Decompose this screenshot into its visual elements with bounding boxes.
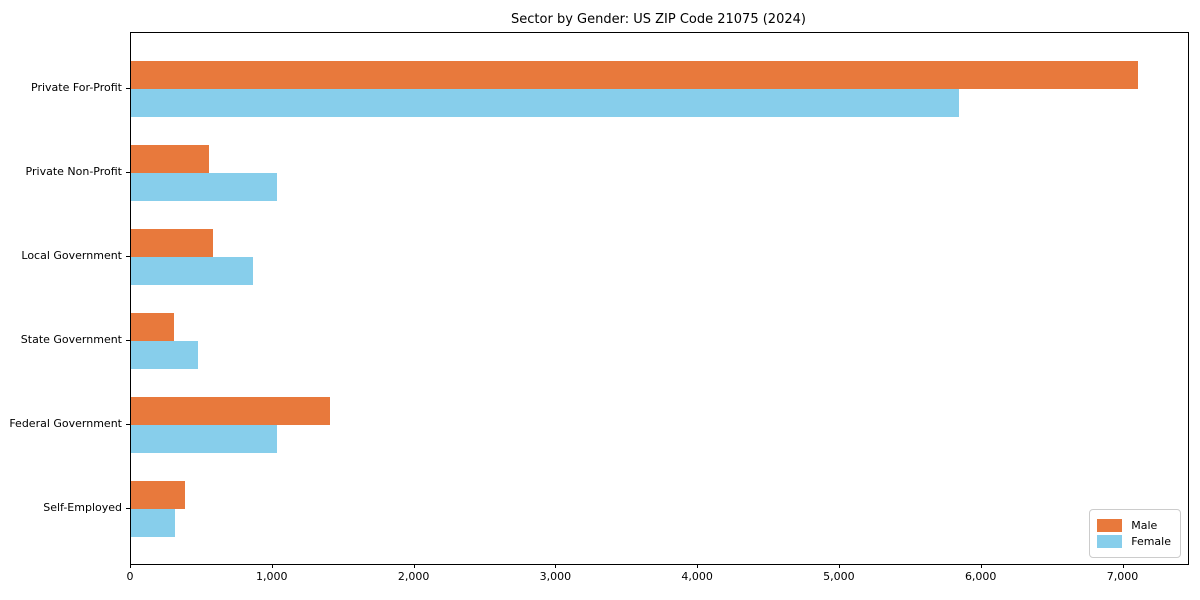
- x-tick-label: 7,000: [1106, 570, 1139, 583]
- y-tick: [126, 424, 130, 425]
- y-tick: [126, 88, 130, 89]
- bar-female-0: [131, 89, 959, 117]
- legend-swatch-male: [1097, 519, 1123, 532]
- bar-male-1: [131, 145, 209, 173]
- legend-swatch-female: [1097, 535, 1123, 548]
- bar-female-5: [131, 509, 175, 537]
- bar-male-4: [131, 397, 330, 425]
- x-tick-label: 4,000: [681, 570, 713, 583]
- bar-female-1: [131, 173, 277, 201]
- x-tick: [1122, 564, 1124, 568]
- x-tick: [697, 564, 699, 568]
- bar-female-4: [131, 425, 277, 453]
- x-tick-label: 5,000: [823, 570, 855, 583]
- bar-male-5: [131, 481, 185, 509]
- x-tick: [413, 564, 415, 568]
- x-tick-label: 0: [126, 570, 134, 583]
- y-tick-label: Private Non-Profit: [25, 165, 122, 178]
- x-tick: [130, 564, 131, 568]
- legend-item-male: Male: [1097, 519, 1171, 532]
- bar-male-2: [131, 229, 214, 257]
- x-tick: [980, 564, 982, 568]
- y-tick-label: Local Government: [21, 249, 122, 262]
- bar-female-2: [131, 257, 253, 285]
- x-tick-label: 2,000: [397, 570, 430, 583]
- y-tick-label: Federal Government: [9, 417, 122, 430]
- y-tick: [126, 508, 130, 509]
- y-tick-label: State Government: [20, 333, 122, 346]
- chart-title: Sector by Gender: US ZIP Code 21075 (202…: [511, 12, 806, 27]
- plot-area: Male Female: [130, 32, 1189, 565]
- y-tick: [126, 340, 130, 341]
- y-tick: [126, 256, 130, 257]
- legend-label-male: Male: [1131, 519, 1158, 532]
- legend-item-female: Female: [1097, 535, 1171, 548]
- x-tick-label: 1,000: [256, 570, 288, 583]
- bar-male-0: [131, 61, 1138, 89]
- x-tick: [271, 564, 273, 568]
- y-tick: [126, 172, 130, 173]
- x-tick: [838, 564, 840, 568]
- legend-label-female: Female: [1131, 535, 1171, 548]
- bar-female-3: [131, 341, 198, 369]
- bar-male-3: [131, 313, 174, 341]
- x-tick-label: 3,000: [539, 570, 572, 583]
- y-tick-label: Self-Employed: [43, 501, 122, 514]
- x-tick-label: 6,000: [964, 570, 997, 583]
- x-tick: [555, 564, 557, 568]
- y-tick-label: Private For-Profit: [31, 81, 122, 94]
- legend: Male Female: [1089, 509, 1181, 558]
